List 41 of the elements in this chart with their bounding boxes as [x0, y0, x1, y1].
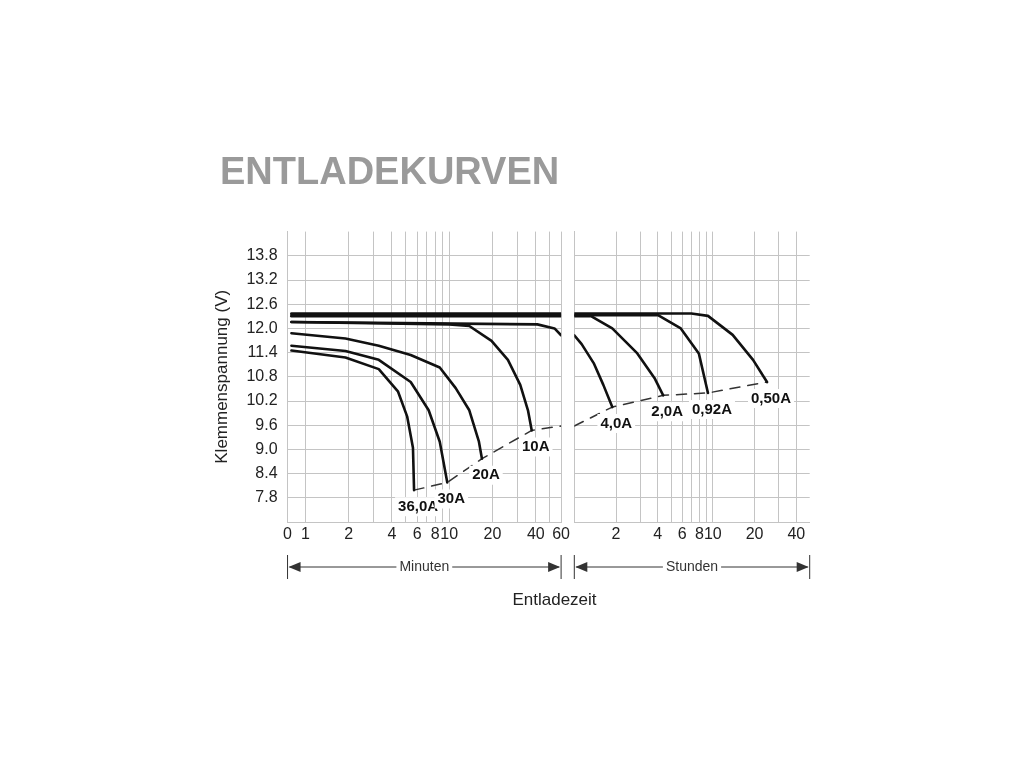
series-label: 4,0A: [600, 413, 633, 431]
x-tick-label: 6: [677, 525, 687, 543]
y-tick-label: 10.8: [246, 367, 278, 385]
x-tick-label: 8: [430, 525, 440, 543]
x-tick-label: 4: [653, 525, 663, 543]
y-tick-label: 13.2: [246, 270, 278, 288]
y-tick-label: 8.4: [255, 464, 278, 482]
series-label: 10A: [521, 437, 550, 455]
text: Stunden: [665, 557, 719, 574]
x-tick-label: 40: [787, 525, 806, 543]
y-tick-label: 13.8: [246, 246, 278, 264]
x-tick-label: 2: [344, 525, 354, 543]
x-tick-label: 20: [483, 525, 502, 543]
x-tick-label: 20: [745, 525, 764, 543]
x-tick-label: 10: [703, 525, 722, 543]
x-tick-label: 8: [694, 525, 704, 543]
y-tick-label: 12.6: [246, 294, 278, 312]
series-label: 36,0A: [398, 496, 439, 514]
x-tick-label: 6: [412, 525, 422, 543]
x-axis-title: Entladezeit: [512, 590, 597, 609]
y-tick-label: 10.2: [246, 391, 278, 409]
series-label: 2,0A: [651, 401, 684, 419]
y-tick-label: 9.6: [255, 415, 278, 433]
series-label: 20A: [472, 465, 500, 483]
y-tick-label: 12.0: [246, 318, 278, 336]
y-tick-label: 9.0: [255, 439, 278, 457]
y-tick-label: 11.4: [247, 343, 278, 361]
x-tick-label: 40: [526, 525, 545, 543]
x-tick-label: 0: [283, 525, 293, 543]
text: Minuten: [399, 557, 450, 574]
chart-title: ENTLADEKURVEN: [220, 149, 561, 194]
y-tick-label: 7.8: [255, 488, 278, 506]
x-tick-label: 10: [440, 525, 459, 543]
x-tick-label: 1: [300, 525, 310, 543]
series-label: 0,92A: [691, 399, 733, 417]
x-tick-label: 60: [552, 525, 571, 543]
x-tick-label: 4: [387, 525, 397, 543]
y-axis-title: Klemmenspannung (V): [211, 289, 231, 464]
series-label: 30A: [437, 489, 466, 507]
series-label: 0,50A: [751, 388, 792, 406]
x-tick-label: 2: [611, 525, 621, 543]
